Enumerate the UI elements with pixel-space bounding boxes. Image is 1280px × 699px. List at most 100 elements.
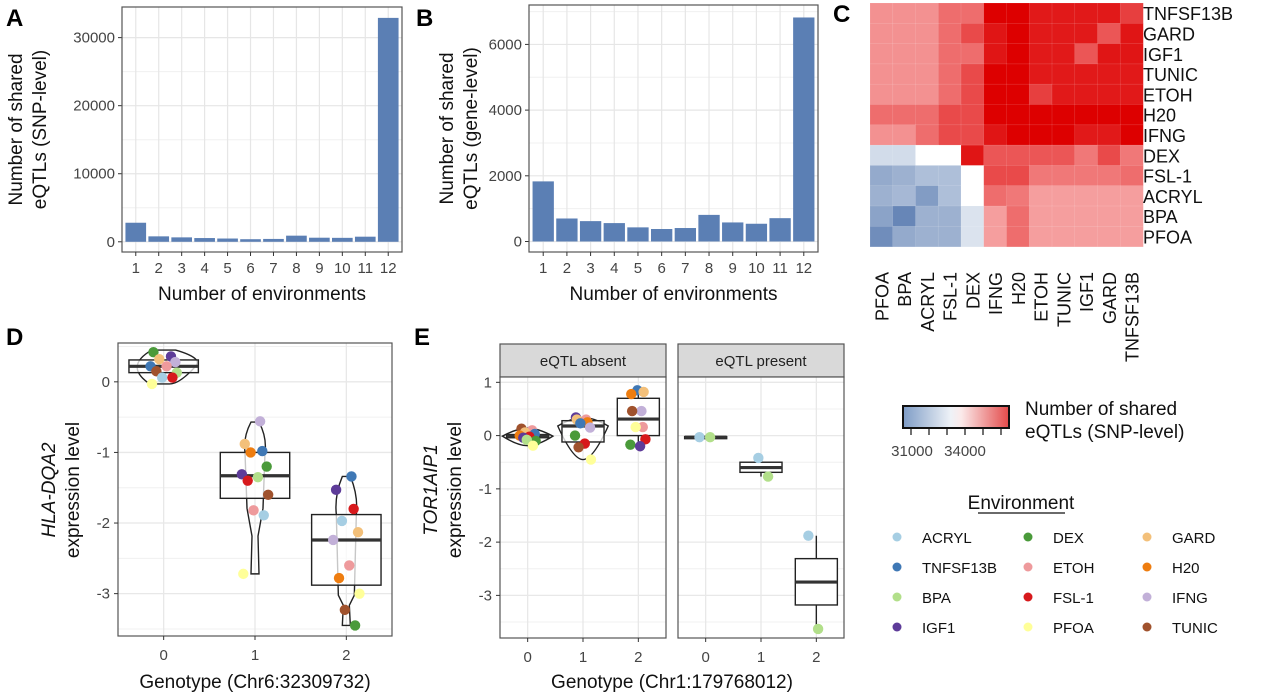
panel-letter-a: A <box>6 5 23 32</box>
legend-item-label: PFOA <box>1053 620 1094 637</box>
legend-item-label: GARD <box>1172 530 1216 547</box>
heatmap-cell <box>937 2 962 24</box>
heatmap-cell <box>1006 83 1030 106</box>
y-tick-label: 2000 <box>489 168 522 185</box>
x-tick-label: 1 <box>579 649 587 666</box>
row-label: TNFSF13B <box>1143 4 1233 24</box>
y-axis-title-gene: TOR1AIP1 <box>421 444 442 536</box>
heatmap-cell <box>1028 104 1053 126</box>
heatmap-cell <box>1028 2 1053 24</box>
bar <box>650 229 673 242</box>
legend-swatch <box>1142 622 1152 632</box>
row-label: GARD <box>1143 24 1195 44</box>
heatmap-cell <box>937 83 962 106</box>
heatmap-cell <box>1051 22 1076 45</box>
y-axis-title-line2: eQTLs (SNP-level) <box>30 50 51 209</box>
data-point <box>753 452 764 464</box>
y-tick-label: 0 <box>514 233 522 250</box>
col-label: FSL-1 <box>941 272 961 321</box>
heatmap-cell <box>915 226 939 248</box>
heatmap-cell <box>960 83 985 106</box>
x-axis-title: Number of environments <box>569 284 777 305</box>
x-tick-label: 0 <box>701 649 709 666</box>
bar <box>217 238 238 242</box>
heatmap-cell <box>1028 205 1053 227</box>
data-point <box>254 416 266 427</box>
data-point <box>354 588 365 599</box>
heatmap-cell <box>960 144 985 167</box>
heatmap-cell <box>1097 165 1121 187</box>
heatmap-cell <box>915 205 939 227</box>
data-point <box>242 475 253 486</box>
heatmap-cell <box>960 22 985 45</box>
y-tick-label: 0 <box>102 374 110 391</box>
heatmap-cell <box>983 83 1008 106</box>
plot-background <box>122 7 402 252</box>
data-point <box>803 530 814 541</box>
heatmap-cell <box>1097 185 1121 207</box>
heatmap-cell <box>892 124 917 146</box>
x-tick-label: 1 <box>539 260 547 277</box>
heatmap-cell <box>1051 2 1076 24</box>
x-axis-title: Genotype (Chr6:32309732) <box>139 672 370 693</box>
heatmap-cell <box>1074 205 1099 227</box>
heatmap-cell <box>983 205 1008 227</box>
data-point <box>261 461 272 472</box>
heatmap-cell <box>1006 104 1030 126</box>
y-tick-label: -1 <box>479 481 492 498</box>
heatmap-cell <box>869 2 894 24</box>
legend-swatch <box>1142 592 1152 602</box>
y-axis-title-gene: HLA-DQA2 <box>39 442 60 537</box>
heatmap-cell <box>1006 165 1030 187</box>
x-tick-label: 5 <box>223 260 231 277</box>
x-tick-label: 2 <box>812 649 820 666</box>
x-tick-label: 10 <box>334 260 351 277</box>
data-point <box>262 489 274 500</box>
heatmap-cell <box>960 63 985 85</box>
heatmap-cell <box>983 43 1008 65</box>
y-tick-label: 1 <box>484 374 492 391</box>
data-point <box>339 604 351 616</box>
col-label: BPA <box>895 272 915 307</box>
x-tick-label: 9 <box>729 260 737 277</box>
heatmap-cell <box>892 226 917 248</box>
heatmap-cell <box>1028 124 1053 146</box>
y-tick-label: 6000 <box>489 36 522 53</box>
heatmap-cell <box>1028 185 1053 207</box>
y-axis-title-line2: eQTLs (gene-level) <box>461 47 482 210</box>
data-point <box>161 361 172 372</box>
col-label: DEX <box>963 272 983 309</box>
data-point <box>584 422 596 433</box>
heatmap-cell <box>1074 165 1099 187</box>
heatmap-cell <box>869 124 894 146</box>
heatmap-cell <box>892 63 917 85</box>
heatmap-cell <box>1074 104 1099 126</box>
heatmap-cell <box>1006 22 1030 45</box>
colorbar-title-line2: eQTLs (SNP-level) <box>1025 422 1184 443</box>
violin-plot-hla-dqa2: 0 1 2 0 -1 -2 -3 Genotype (Chr6:32309732) HLA-DQ… <box>39 342 393 693</box>
data-point <box>157 372 168 383</box>
data-point <box>352 527 364 538</box>
y-tick-label: -3 <box>479 587 492 604</box>
heatmap-cell <box>1074 83 1099 106</box>
bar <box>745 223 768 242</box>
heatmap-cell <box>892 144 917 167</box>
data-point <box>625 439 636 450</box>
legend-swatch <box>892 592 902 602</box>
heatmap-cell <box>960 205 985 227</box>
data-point <box>170 356 181 368</box>
data-point <box>330 484 342 496</box>
facet-strip-label: eQTL absent <box>540 353 627 370</box>
x-tick-label: 12 <box>380 260 397 277</box>
data-point <box>148 346 159 358</box>
x-tick-label: 6 <box>246 260 254 277</box>
col-label: GARD <box>1100 272 1120 324</box>
bar <box>148 236 170 242</box>
legend-item-label: TUNIC <box>1172 620 1218 637</box>
col-label: ETOH <box>1032 272 1052 322</box>
data-point <box>154 354 165 365</box>
data-point <box>336 515 348 527</box>
y-axis-title: expression level <box>445 422 466 558</box>
heatmap-cell <box>892 22 917 45</box>
